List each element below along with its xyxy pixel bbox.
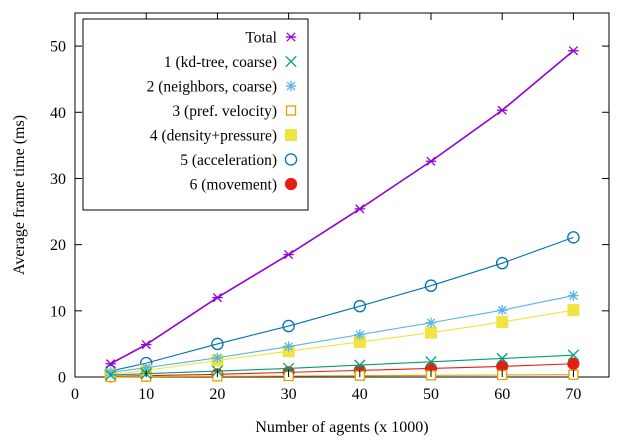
series-line <box>110 295 574 373</box>
y-tick-label: 30 <box>50 171 66 188</box>
data-point <box>425 356 437 368</box>
legend-box <box>82 18 309 211</box>
series-line <box>110 309 574 375</box>
series-1 <box>105 46 579 369</box>
data-point <box>104 369 117 381</box>
data-point <box>105 367 116 378</box>
series-line <box>110 236 574 372</box>
legend-entry: Total <box>245 30 297 47</box>
data-point <box>495 256 509 270</box>
legend-label: 3 (pref. velocity) <box>172 103 277 120</box>
series-line <box>110 363 574 377</box>
data-point <box>567 357 580 370</box>
series-line <box>110 374 574 378</box>
series-line <box>110 354 574 376</box>
data-point <box>568 46 579 56</box>
legend-marker <box>285 105 297 116</box>
legend-marker <box>285 55 297 68</box>
x-tick-label: 70 <box>565 386 581 403</box>
series-4 <box>105 369 579 383</box>
data-point <box>497 105 508 115</box>
data-point <box>105 359 116 369</box>
data-point <box>568 290 579 301</box>
data-point <box>354 204 365 214</box>
series-7 <box>104 357 580 383</box>
data-point <box>212 352 223 364</box>
y-tick-label: 20 <box>50 237 66 254</box>
data-point <box>567 349 580 361</box>
data-point <box>424 279 438 292</box>
y-tick-label: 10 <box>50 303 66 320</box>
legend-marker <box>285 129 297 141</box>
data-point <box>425 326 437 339</box>
x-axis-label: Number of agents (x 1000) <box>255 419 428 436</box>
data-point <box>282 362 295 375</box>
legend: Total 1 (kd-tree, coarse) 2 (neighbors, co… <box>82 18 309 211</box>
x-tick-label: 60 <box>494 386 510 403</box>
data-point <box>567 304 580 317</box>
x-tick-label: 10 <box>138 386 154 403</box>
y-tick-label: 50 <box>50 39 66 56</box>
x-tick-label: 50 <box>423 386 439 403</box>
y-tick-label: 40 <box>50 105 66 122</box>
legend-entry: 4 (density+pressure) <box>150 128 297 145</box>
data-point <box>283 341 294 352</box>
x-tick-label: 30 <box>281 386 297 403</box>
legend-label: 1 (kd-tree, coarse) <box>164 54 277 71</box>
plot-border <box>74 12 610 378</box>
legend-entry: 5 (acceleration) <box>180 152 298 169</box>
y-tick-label: 0 <box>58 370 66 387</box>
series-6 <box>104 231 580 378</box>
data-point <box>425 156 437 166</box>
tick-layer: 0 10 20 30 40 50 60 70 0 10 20 30 40 50 <box>50 13 609 403</box>
data-point <box>353 299 367 313</box>
data-point <box>354 329 365 340</box>
data-point <box>496 316 509 329</box>
legend-label: 5 (acceleration) <box>180 152 277 169</box>
legend-label: 6 (movement) <box>190 177 277 194</box>
legend-marker <box>285 32 297 42</box>
data-point <box>496 352 508 365</box>
legend-marker <box>284 177 298 191</box>
x-tick-label: 40 <box>352 386 368 403</box>
legend-entry: 2 (neighbors, coarse) <box>147 79 297 96</box>
legend-entry: 3 (pref. velocity) <box>172 103 297 120</box>
plot-frame <box>74 12 610 378</box>
series-line <box>110 50 574 365</box>
legend-entry: 6 (movement) <box>190 177 298 194</box>
legend-label: Total <box>245 30 277 47</box>
x-tick-label: 0 <box>71 386 79 403</box>
legend-entry: 1 (kd-tree, coarse) <box>164 54 297 71</box>
data-point <box>567 231 580 244</box>
data-point <box>141 339 152 350</box>
data-point <box>212 292 223 303</box>
legend-marker <box>285 80 297 92</box>
y-axis-label: Average frame time (ms) <box>11 115 28 275</box>
data-point <box>283 249 294 260</box>
data-point <box>497 304 508 316</box>
x-tick-label: 20 <box>209 386 225 403</box>
data-point <box>425 317 437 328</box>
data-point <box>211 337 224 351</box>
legend-label: 2 (neighbors, coarse) <box>147 79 277 96</box>
data-point <box>282 319 295 333</box>
legend-marker <box>284 153 298 166</box>
data-point <box>354 359 366 371</box>
legend-label: 4 (density+pressure) <box>150 128 277 145</box>
